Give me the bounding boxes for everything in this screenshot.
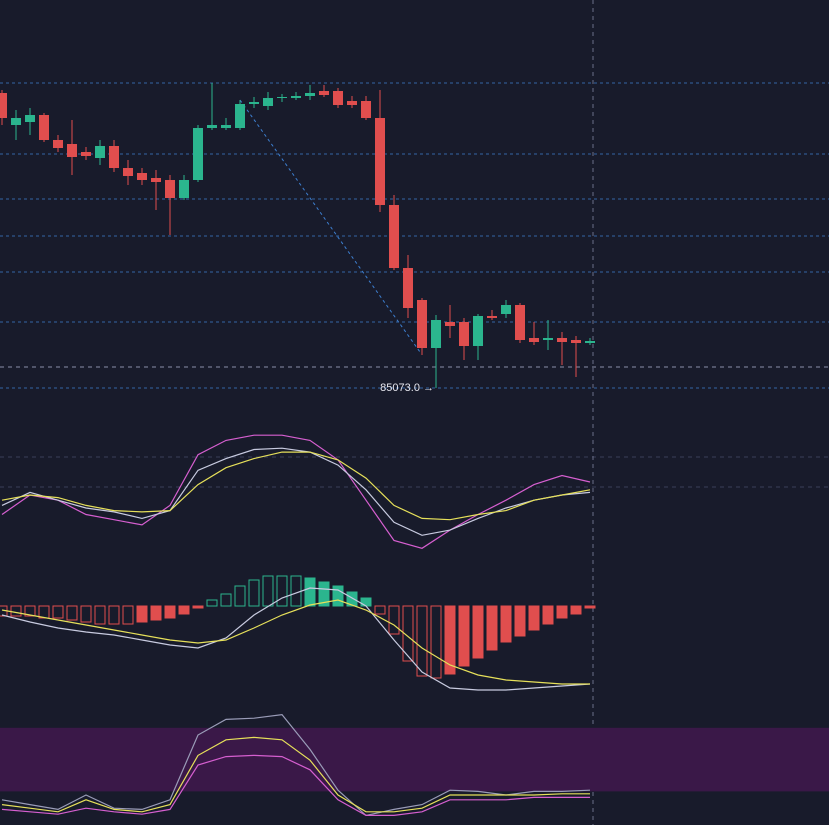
histogram-bar [276,575,288,607]
candle-body [501,305,511,314]
histogram-bar [248,579,260,607]
histogram-bar [388,605,400,635]
band [0,727,829,792]
candle-body [221,125,231,128]
histogram-bar [108,605,120,625]
histogram-bar [234,585,246,607]
histogram-bar [556,605,568,619]
candle-body [319,91,329,95]
indicator-line [1,451,591,521]
histogram-bar [500,605,512,643]
candle-body [515,305,525,340]
histogram-bar [52,605,64,619]
trend-line [239,99,421,353]
candle-body [361,101,371,118]
histogram-bar [472,605,484,659]
histogram-bar [136,605,148,623]
candle-body [375,118,385,205]
candle-body [193,128,203,180]
candle-body [557,338,567,342]
candle-body [543,338,553,340]
histogram-bar [122,605,134,625]
histogram-bar [66,605,78,621]
candle-body [389,205,399,268]
candle-body [39,115,49,140]
candle-body [459,322,469,346]
candle-body [403,268,413,308]
indicator-line [1,447,591,536]
histogram-bar [94,605,106,625]
candle-body [585,341,595,343]
candle-body [417,300,427,348]
candle-body [347,101,357,105]
candle-body [53,140,63,148]
histogram-bar [318,581,330,607]
candle-body [249,102,259,104]
candle-body [473,316,483,346]
candle-body [137,173,147,180]
indicator-line [1,434,591,549]
candle-body [11,118,21,125]
candle-body [81,152,91,156]
histogram-bar [514,605,526,637]
indicator-line [1,713,591,817]
histogram-bar [528,605,540,631]
histogram-bar [24,605,36,617]
histogram-bar [430,605,442,679]
histogram-bar [304,577,316,607]
histogram-bar [374,605,386,615]
histogram-bar [164,605,176,619]
candle-body [333,91,343,105]
histogram-bar [192,605,204,609]
candle-body [0,93,7,118]
histogram-bar [80,605,92,623]
candle-body [109,146,119,168]
histogram-bar [150,605,162,621]
histogram-bar [416,605,428,677]
candle-body [431,320,441,348]
histogram-bar [486,605,498,651]
histogram-bar [584,605,596,609]
candle-body [445,322,455,326]
candle-body [207,125,217,128]
histogram-bar [542,605,554,625]
histogram-bar [206,599,218,607]
histogram-bar [444,605,456,675]
candle-body [151,178,161,182]
low-annotation: 85073.0 → [380,382,434,394]
histogram-bar [360,597,372,607]
histogram-bar [220,593,232,607]
indicator-line [1,754,590,816]
candle-body [529,338,539,342]
candle-body [291,96,301,98]
candle-body [123,168,133,176]
candle-body [571,340,581,343]
candle-body [263,98,273,106]
candle-body [305,93,315,96]
candle-body [487,316,497,318]
histogram-bar [402,605,414,662]
indicator-line [1,736,590,813]
histogram-bar [178,605,190,615]
candle-body [25,115,35,122]
candle-body [277,97,287,98]
candle-body [67,144,77,157]
histogram-bar [332,585,344,607]
candle-body [165,180,175,198]
indicator-line [1,587,591,691]
candle-body [179,180,189,198]
indicator-line [1,599,590,685]
candle-body [235,104,245,128]
histogram-bar [346,591,358,607]
candle-body [95,146,105,158]
histogram-bar [570,605,582,615]
histogram-bar [458,605,470,667]
